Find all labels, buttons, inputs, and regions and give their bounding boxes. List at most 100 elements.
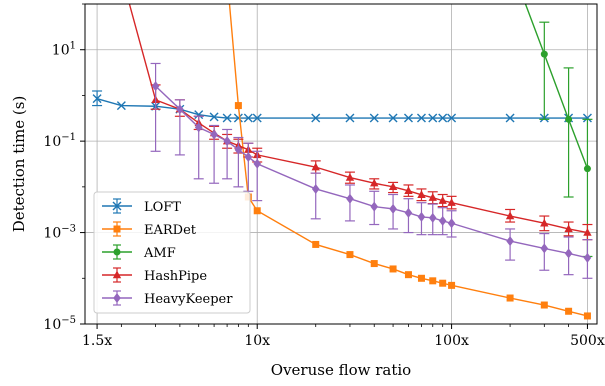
eardet-point xyxy=(234,102,242,110)
loft-point xyxy=(505,113,515,123)
y-tick-label: 10−3 xyxy=(43,224,76,242)
hashpipe-point xyxy=(540,218,549,227)
heavykeeper-point xyxy=(404,207,413,218)
heavykeeper-point xyxy=(447,218,456,229)
x-tick-label: 100x xyxy=(434,333,469,349)
heavykeeper-point xyxy=(438,215,447,226)
loft-point xyxy=(345,113,355,123)
hashpipe-point xyxy=(564,224,573,233)
plot-frame xyxy=(84,3,598,325)
eardet-point xyxy=(417,274,425,282)
heavykeeper-point xyxy=(346,193,354,204)
amf-point xyxy=(540,50,548,58)
legend-label-loft: LOFT xyxy=(144,200,181,215)
eardet-point xyxy=(404,271,412,279)
heavykeeper-point xyxy=(564,248,573,259)
legend-marker xyxy=(113,225,121,233)
axis-ticks: 1.5x 10x 100x 500x 10−5 10−3 10−1 101 xyxy=(43,3,605,349)
legend-label-amf: AMF xyxy=(143,246,176,261)
legend-entry-hashpipe: HashPipe xyxy=(102,267,207,284)
x-axis-label: Overuse flow ratio xyxy=(271,361,411,379)
heavykeeper-point xyxy=(311,183,320,194)
x-tick-label: 10x xyxy=(244,333,270,349)
heavykeeper-point xyxy=(234,144,243,155)
hashpipe-point xyxy=(311,162,320,171)
eardet-point xyxy=(312,240,320,248)
series-loft xyxy=(92,90,592,123)
amf-errorbar xyxy=(539,21,550,120)
legend-entry-heavykeeper: HeavyKeeper xyxy=(102,290,233,307)
eardet-point xyxy=(506,294,514,302)
y-tick-label: 101 xyxy=(52,41,76,59)
heavykeeper-point xyxy=(583,252,592,263)
legend-marker xyxy=(113,248,121,256)
hashpipe-point xyxy=(428,193,437,201)
legend-entry-amf: AMF xyxy=(102,244,176,261)
loft-point xyxy=(416,113,426,123)
eardet-point xyxy=(253,207,261,215)
legend-marker xyxy=(113,293,121,303)
legend-label-eardet: EARDet xyxy=(144,223,197,238)
series-eardet xyxy=(228,4,591,320)
eardet-point xyxy=(583,312,591,320)
y-tick-label: 10−5 xyxy=(43,315,76,333)
heavykeeper-errorbar xyxy=(150,62,161,152)
amf-line xyxy=(524,4,589,169)
amf-errorbar xyxy=(563,67,574,198)
loft-point xyxy=(388,113,398,123)
loft-point xyxy=(311,113,321,123)
amf-point xyxy=(565,115,573,123)
legend-marker xyxy=(112,201,122,211)
loft-point xyxy=(243,113,253,123)
eardet-point xyxy=(429,277,437,285)
amf-point xyxy=(583,165,591,173)
heavykeeper-point xyxy=(244,151,253,162)
heavykeeper-point xyxy=(253,158,262,169)
heavykeeper-point xyxy=(428,212,437,223)
hashpipe-point xyxy=(388,182,398,191)
eardet-point xyxy=(346,251,354,259)
loft-point xyxy=(209,112,219,122)
y-tick-label: 10−1 xyxy=(43,132,76,150)
eardet-point xyxy=(565,307,573,315)
heavykeeper-point xyxy=(210,129,218,140)
legend: LOFT EARDet AMF HashPipe HeavyKeeper xyxy=(93,191,251,314)
loft-point xyxy=(92,94,102,104)
loft-point xyxy=(403,113,413,123)
heavykeeper-point xyxy=(417,211,426,222)
eardet-point xyxy=(439,279,447,287)
hashpipe-point xyxy=(370,178,379,187)
heavykeeper-errorbar xyxy=(243,142,254,192)
hashpipe-point xyxy=(345,173,355,181)
series-layer xyxy=(92,4,593,320)
legend-entry-loft: LOFT xyxy=(102,198,181,215)
eardet-point xyxy=(370,260,378,268)
heavykeeper-point xyxy=(151,81,160,92)
hashpipe-line xyxy=(128,4,588,234)
hashpipe-point xyxy=(505,211,515,220)
x-tick-label: 1.5x xyxy=(82,333,112,349)
loft-point xyxy=(447,113,457,123)
eardet-point xyxy=(389,265,397,273)
heavykeeper-errorbar xyxy=(252,150,263,202)
loft-point xyxy=(233,113,243,123)
y-axis-label: Detection time (s) xyxy=(10,96,28,233)
series-heavykeeper xyxy=(150,62,593,279)
hashpipe-point xyxy=(438,196,447,204)
loft-point xyxy=(428,113,438,123)
heavykeeper-point xyxy=(540,243,549,254)
heavykeeper-point xyxy=(506,236,514,247)
loft-point xyxy=(194,110,204,120)
heavykeeper-point xyxy=(223,136,231,147)
hashpipe-point xyxy=(447,198,456,206)
hashpipe-point xyxy=(583,228,592,236)
loft-point xyxy=(369,113,379,123)
series-amf xyxy=(524,4,593,258)
loft-point xyxy=(252,113,262,123)
loft-point xyxy=(438,113,448,123)
legend-label-hashpipe: HashPipe xyxy=(144,269,207,284)
heavykeeper-point xyxy=(176,104,184,115)
legend-entry-eardet: EARDet xyxy=(102,221,197,238)
hashpipe-point xyxy=(417,190,426,199)
